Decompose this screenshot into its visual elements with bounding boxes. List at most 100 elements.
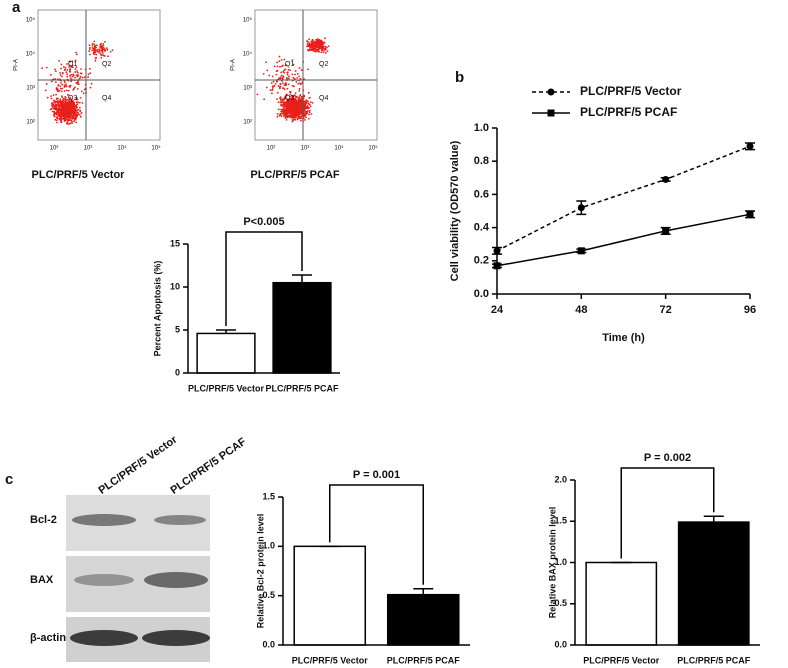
legend-label: PLC/PRF/5 PCAF <box>580 105 677 119</box>
annotation: P<0.005 <box>243 216 284 228</box>
event-dot <box>68 102 70 105</box>
event-dot <box>59 101 62 104</box>
event-dot <box>58 100 61 103</box>
event-dot <box>61 96 64 99</box>
event-dot <box>61 87 64 90</box>
legend-label: PLC/PRF/5 Vector <box>580 84 682 98</box>
event-dot <box>313 50 316 53</box>
event-dot <box>66 75 69 78</box>
event-dot <box>75 53 78 56</box>
event-dot <box>319 41 322 44</box>
event-dot <box>70 122 72 124</box>
event-dot <box>305 116 307 119</box>
event-dot <box>298 67 301 69</box>
event-dot <box>74 109 76 112</box>
event-dot <box>320 51 323 54</box>
event-dot <box>291 120 294 123</box>
event-dot <box>77 101 80 104</box>
event-dot <box>256 93 259 96</box>
quadrant-label: Q2 <box>319 61 328 68</box>
event-dot <box>274 83 277 85</box>
event-dot <box>75 66 78 69</box>
event-dot <box>295 99 297 101</box>
event-dot <box>294 101 297 103</box>
event-dot <box>294 70 297 72</box>
event-dot <box>273 84 276 87</box>
event-dot <box>286 93 288 96</box>
event-dot <box>52 99 55 102</box>
event-dot <box>54 68 56 71</box>
event-dot <box>76 98 79 101</box>
event-dot <box>60 117 62 120</box>
event-dot <box>285 118 288 121</box>
y-tick-label: 1.5 <box>554 516 567 526</box>
event-dot <box>299 109 302 112</box>
y-tick-label: 10⁴ <box>243 51 253 58</box>
event-dot <box>280 103 282 106</box>
marker <box>577 247 585 255</box>
event-dot <box>76 103 79 106</box>
event-dot <box>102 43 105 45</box>
event-dot <box>309 43 312 46</box>
event-dot <box>69 77 72 80</box>
event-dot <box>66 114 69 117</box>
event-dot <box>54 101 57 104</box>
event-dot <box>307 43 310 46</box>
event-dot <box>54 100 56 102</box>
event-dot <box>295 96 298 99</box>
event-dot <box>63 103 66 106</box>
event-dot <box>80 90 83 93</box>
event-dot <box>65 112 67 114</box>
event-dot <box>265 61 267 64</box>
event-dot <box>71 112 74 115</box>
event-dot <box>89 53 91 56</box>
event-dot <box>296 114 299 117</box>
event-dot <box>310 40 313 43</box>
event-dot <box>291 73 294 76</box>
event-dot <box>93 52 96 55</box>
y-tick-label: 0.0 <box>262 639 275 649</box>
x-tick-label: PLC/PRF/5 PCAF <box>677 655 751 665</box>
event-dot <box>321 42 324 45</box>
event-dot <box>53 107 56 110</box>
event-dot <box>88 46 91 49</box>
panel-label: a <box>12 0 21 16</box>
event-dot <box>65 71 68 74</box>
x-tick-label: 24 <box>491 304 504 316</box>
event-dot <box>59 85 62 88</box>
event-dot <box>89 86 92 89</box>
event-dot <box>58 117 61 120</box>
y-tick-label: 10⁵ <box>26 17 36 24</box>
event-dot <box>285 77 288 79</box>
event-dot <box>298 87 301 90</box>
y-tick-label: 1.0 <box>474 122 489 134</box>
event-dot <box>71 120 73 123</box>
event-dot <box>293 111 295 114</box>
event-dot <box>307 117 310 120</box>
event-dot <box>46 96 49 99</box>
event-dot <box>307 68 309 71</box>
event-dot <box>65 116 67 119</box>
y-tick-label: 10³ <box>243 86 252 92</box>
event-dot <box>295 112 297 115</box>
event-dot <box>295 80 298 83</box>
event-dot <box>58 107 61 109</box>
event-dot <box>76 70 78 72</box>
event-dot <box>60 63 63 66</box>
event-dot <box>294 73 297 76</box>
event-dot <box>286 113 288 115</box>
event-dot <box>44 89 47 92</box>
event-dot <box>304 100 307 103</box>
event-dot <box>314 50 317 53</box>
event-dot <box>71 60 74 63</box>
event-dot <box>55 119 58 122</box>
event-dot <box>75 96 78 99</box>
bar <box>196 332 256 374</box>
event-dot <box>79 96 82 99</box>
event-dot <box>45 66 48 69</box>
event-dot <box>297 106 300 108</box>
event-dot <box>301 113 303 116</box>
event-dot <box>79 77 81 80</box>
event-dot <box>96 49 99 52</box>
flow-plot: Q1 Q2 Q3 Q4 10² 10³ 10⁴ 10⁵ 10² 10³ 10⁴ 10⁵ PI-A PLC/… <box>14 9 161 181</box>
